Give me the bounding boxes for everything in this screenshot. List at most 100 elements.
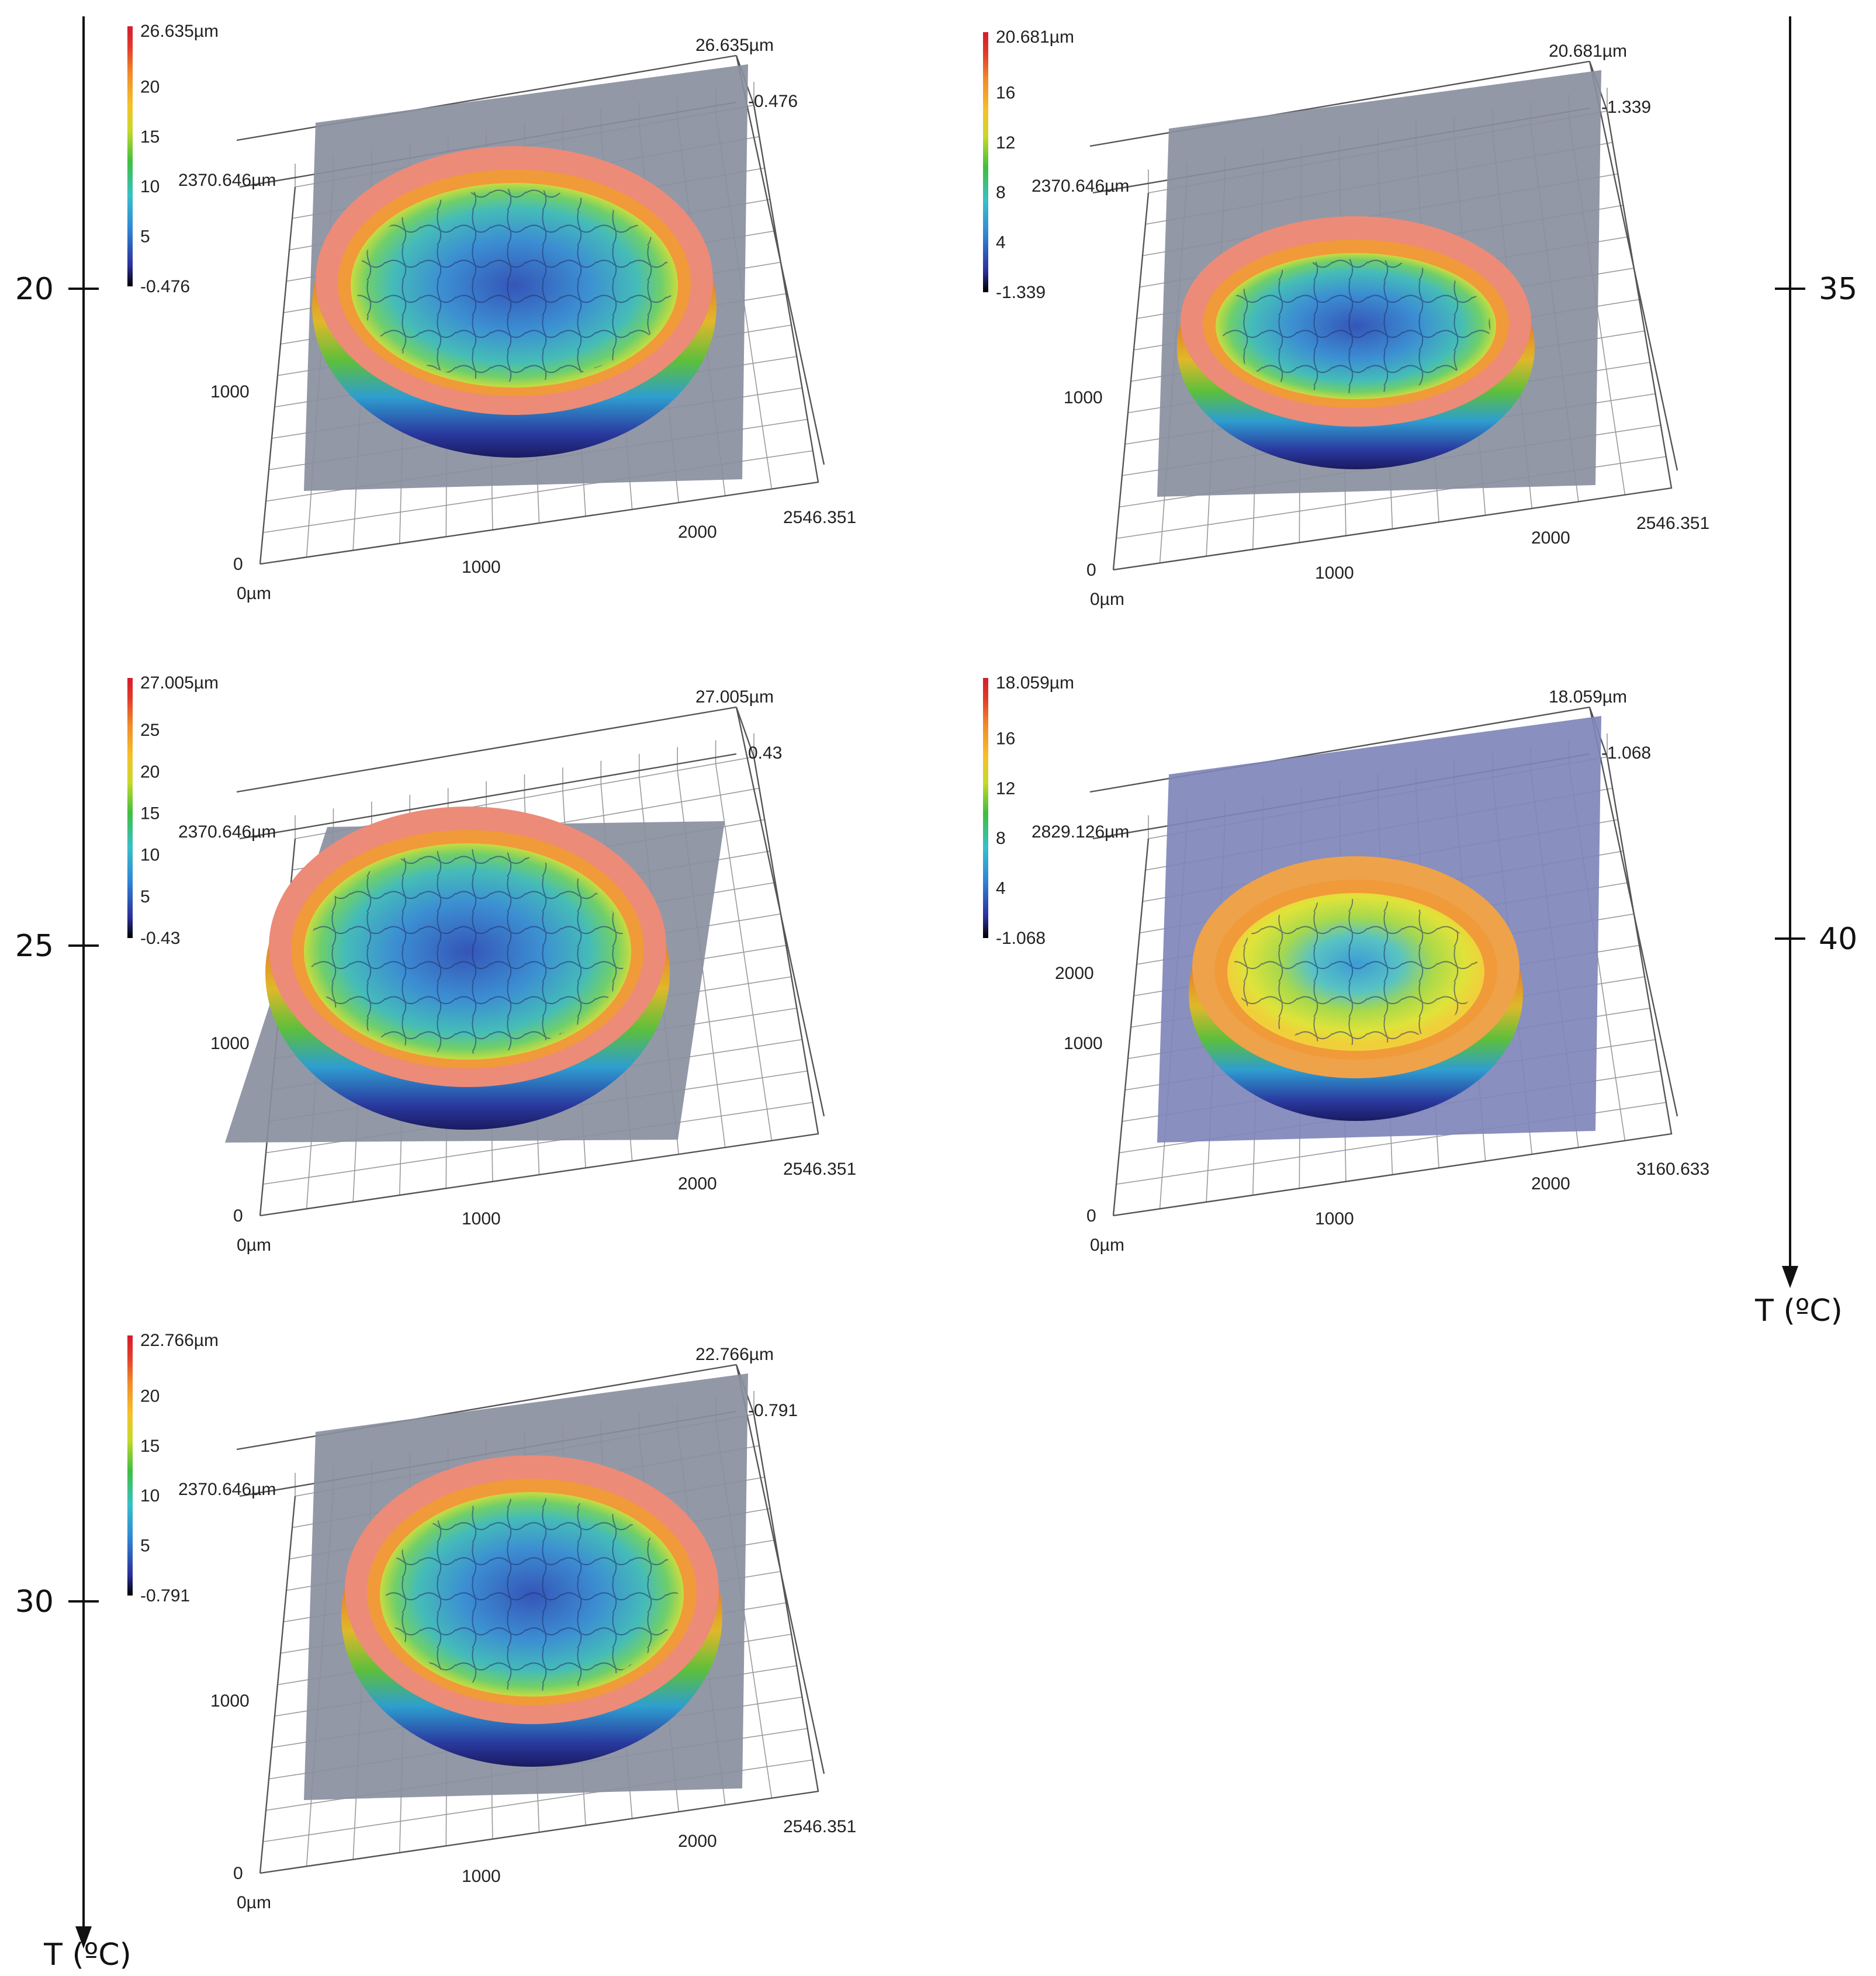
colorbar-tick-label: 16 [996, 729, 1015, 748]
colorbar-tick-label: 15 [140, 1437, 160, 1456]
colorbar-min-label: -1.339 [996, 283, 1046, 302]
colorbar-scale [127, 1335, 133, 1596]
colorbar: 20.681µm 16 12 8 4 -1.339 [983, 27, 1074, 302]
y-axis-mid-label: 1000 [210, 1691, 250, 1711]
box-frame [1588, 707, 1678, 1117]
z-axis-min-label: -0.476 [748, 92, 798, 111]
y-axis-mid2-label: 2000 [1055, 964, 1094, 983]
box-frame [735, 1364, 825, 1774]
y-axis-max-label: 2370.646µm [178, 822, 276, 842]
z-axis-min-label: -1.068 [1601, 743, 1651, 763]
x-axis-origin-label: 0µm [237, 1236, 271, 1255]
colorbar-tick-label: 10 [140, 846, 160, 865]
colorbar-tick-label: 20 [140, 762, 160, 781]
colorbar: 18.059µm 16 12 8 4 -1.068 [983, 673, 1074, 948]
x-axis-mid-label: 1000 [462, 1867, 501, 1886]
timeline-left: 20 25 30 T (ºC) [15, 16, 131, 1972]
x-axis-mid-label: 1000 [1315, 1209, 1354, 1228]
z-axis-max-label: 20.681µm [1549, 41, 1627, 61]
colorbar-tick-label: 10 [140, 1486, 160, 1506]
colorbar: 22.766µm 20 15 10 5 -0.791 [127, 1331, 219, 1605]
colorbar-min-label: -1.068 [996, 929, 1046, 948]
colorbar-scale [983, 678, 988, 938]
colorbar-tick-label: 10 [140, 177, 160, 196]
y-axis-mid-label: 1000 [210, 1034, 250, 1053]
colorbar-min-label: -0.43 [140, 929, 180, 948]
x-axis-max-label: 2546.351 [1636, 514, 1709, 533]
x-axis-mid-label: 1000 [462, 558, 501, 577]
grid-line [715, 763, 773, 1141]
colorbar-scale [127, 678, 133, 938]
box-frame [1112, 192, 1150, 570]
box-frame [259, 1496, 296, 1874]
x-axis-mid-label: 1000 [1315, 563, 1354, 583]
crack-texture [1233, 899, 1479, 1045]
colorbar-tick-label: 5 [140, 1536, 150, 1556]
timeline-tick-label: 25 [15, 929, 54, 964]
z-axis-max-label: 22.766µm [695, 1345, 774, 1364]
timeline-tick-label: 40 [1819, 922, 1857, 957]
box-frame [259, 707, 819, 1217]
y-axis-zero-label: 0 [233, 1864, 243, 1883]
box-frame [735, 707, 825, 1117]
x-axis-mid2-label: 2000 [1531, 1174, 1570, 1193]
colorbar-tick-label: 8 [996, 183, 1006, 202]
x-axis-max-label: 3160.633 [1636, 1160, 1709, 1179]
timeline-arrow-icon [1782, 1266, 1798, 1288]
colorbar-tick-label: 25 [140, 721, 160, 740]
colorbar-tick-label: 8 [996, 829, 1006, 848]
y-axis-max-label: 2370.646µm [1032, 177, 1129, 196]
y-axis-max-label: 2370.646µm [178, 1480, 276, 1499]
y-axis-zero-label: 0 [1086, 1206, 1096, 1226]
axis-labels: 26.635µm -0.476 2370.646µm 1000 0 0µm 1000 2000… [178, 36, 856, 603]
dried-drop-profile [265, 807, 670, 1130]
x-axis-mid2-label: 2000 [678, 522, 717, 542]
x-axis-max-label: 2546.351 [783, 508, 856, 527]
colorbar-tick-label: 20 [140, 77, 160, 96]
profile-panel-25: 27.005µm 25 20 15 10 5 -0.43 27.005µm 0.43 2370.6… [127, 673, 856, 1255]
y-axis-mid-label: 1000 [210, 382, 250, 402]
colorbar-tick-label: 12 [996, 779, 1015, 798]
colorbar-tick-label: 20 [140, 1386, 160, 1406]
box-frame [236, 706, 737, 793]
y-axis-zero-label: 0 [233, 555, 243, 574]
x-axis-origin-label: 0µm [1090, 590, 1124, 609]
colorbar-tick-label: 5 [140, 227, 150, 247]
x-axis-origin-label: 0µm [1090, 1236, 1124, 1255]
x-axis-origin-label: 0µm [237, 584, 271, 603]
box-frame [239, 753, 737, 840]
z-axis-min-label: 0.43 [748, 743, 782, 763]
timeline-tick-label: 20 [15, 272, 54, 307]
crack-texture [356, 189, 672, 382]
colorbar-scale [127, 26, 133, 286]
x-axis-mid-label: 1000 [462, 1209, 501, 1228]
timeline-arrow-icon [75, 1926, 92, 1949]
x-axis-origin-label: 0µm [237, 1893, 271, 1912]
profile-panel-35: 20.681µm 16 12 8 4 -1.339 20.681µm -1.339 2370.6… [983, 27, 1709, 609]
box-frame [1588, 61, 1678, 471]
colorbar-min-label: -0.476 [140, 277, 190, 296]
x-axis-mid2-label: 2000 [678, 1174, 717, 1193]
dried-drop-profile [341, 1455, 722, 1767]
dried-drop-profile [312, 146, 717, 458]
axis-labels: 27.005µm 0.43 2370.646µm 1000 0 0µm 1000 2000 25… [178, 687, 856, 1255]
y-axis-max-label: 2370.646µm [178, 171, 276, 190]
y-axis-zero-label: 0 [233, 1206, 243, 1226]
profile-panel-20: 26.635µm 20 15 10 5 -0.476 26.635µm -0.476 2370.… [127, 22, 856, 603]
axis-labels: 20.681µm -1.339 2370.646µm 1000 0 0µm 1000 2000… [1032, 41, 1709, 609]
colorbar-max-label: 27.005µm [140, 673, 219, 693]
z-axis-min-label: -0.791 [748, 1401, 798, 1420]
profile-panel-40: 18.059µm 16 12 8 4 -1.068 18.059µm -1.068 2829.1… [983, 673, 1709, 1255]
x-axis-max-label: 2546.351 [783, 1817, 856, 1836]
profile-panel-30: 22.766µm 20 15 10 5 -0.791 22.766µm -0.791 2370.… [127, 1331, 856, 1912]
z-axis-max-label: 26.635µm [695, 36, 774, 55]
colorbar-max-label: 26.635µm [140, 22, 219, 41]
box-frame [259, 186, 296, 565]
z-axis-max-label: 18.059µm [1549, 687, 1627, 707]
colorbar-tick-label: 15 [140, 804, 160, 823]
colorbar-scale [983, 32, 988, 292]
timeline-axis-label: T (ºC) [1754, 1293, 1843, 1328]
colorbar-tick-label: 4 [996, 879, 1006, 898]
timeline-tick-label: 35 [1819, 272, 1857, 307]
